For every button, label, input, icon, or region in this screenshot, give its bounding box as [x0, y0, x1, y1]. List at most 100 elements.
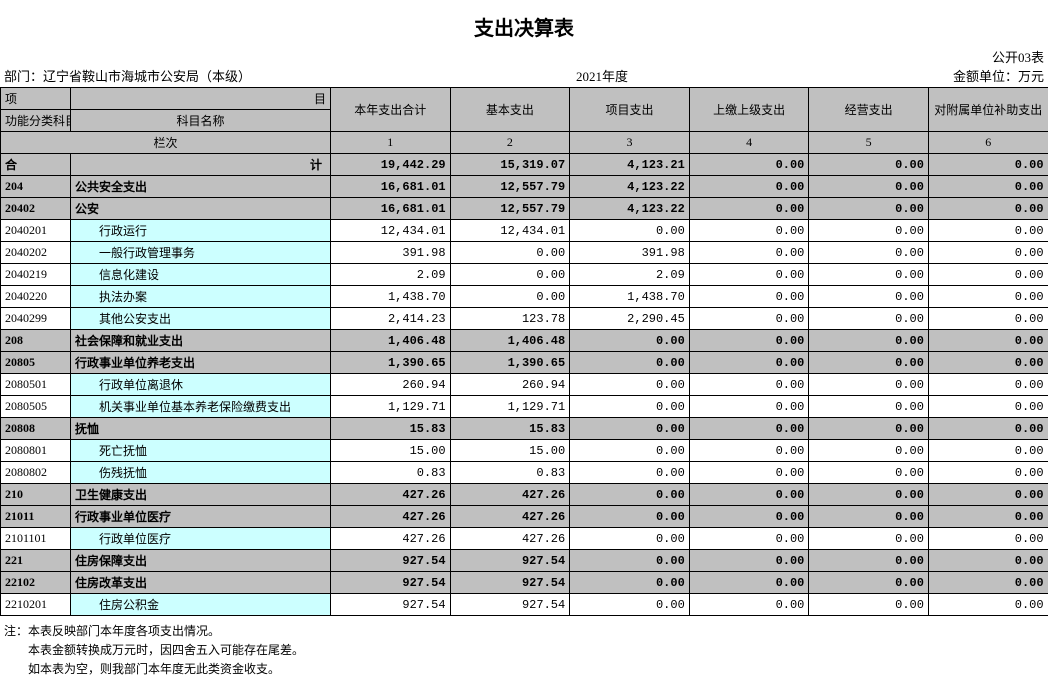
row-code: 20805: [1, 352, 71, 374]
row-value: 0.00: [689, 286, 809, 308]
row-value: 0.00: [809, 484, 929, 506]
row-value: 0.00: [809, 308, 929, 330]
dept-value: 辽宁省鞍山市海城市公安局（本级）: [43, 69, 251, 84]
row-value: 0.00: [570, 396, 690, 418]
row-value: 4,123.22: [570, 198, 690, 220]
row-value: 0.00: [809, 572, 929, 594]
row-value: 391.98: [331, 242, 451, 264]
row-value: 0.00: [689, 352, 809, 374]
row-code: 2210201: [1, 594, 71, 616]
table-row: 2080802伤残抚恤0.830.830.000.000.000.00: [1, 462, 1048, 484]
table-row: 2040299其他公安支出2,414.23123.782,290.450.000…: [1, 308, 1048, 330]
total-v3: 4,123.21: [570, 154, 690, 176]
row-value: 16,681.01: [331, 198, 451, 220]
row-code: 20402: [1, 198, 71, 220]
hdr-item-left: 项: [1, 88, 71, 110]
row-value: 0.00: [689, 506, 809, 528]
row-value: 0.00: [809, 528, 929, 550]
total-v6: 0.00: [928, 154, 1048, 176]
row-value: 0.00: [928, 550, 1048, 572]
row-value: 0.00: [570, 506, 690, 528]
row-name: 行政事业单位医疗: [71, 506, 331, 528]
row-value: 1,129.71: [450, 396, 570, 418]
row-value: 0.00: [809, 550, 929, 572]
row-value: 427.26: [450, 528, 570, 550]
unit-value: 金额单位：万元: [953, 66, 1044, 85]
row-value: 0.00: [570, 594, 690, 616]
row-value: 0.00: [928, 308, 1048, 330]
total-label-right: 计: [71, 154, 331, 176]
row-name: 住房改革支出: [71, 572, 331, 594]
row-value: 0.00: [928, 352, 1048, 374]
row-code: 2040299: [1, 308, 71, 330]
row-code: 2040201: [1, 220, 71, 242]
table-row: 2040201行政运行12,434.0112,434.010.000.000.0…: [1, 220, 1048, 242]
row-code: 20808: [1, 418, 71, 440]
row-value: 0.00: [928, 396, 1048, 418]
hdr-colnum-6: 6: [928, 132, 1048, 154]
row-value: 427.26: [331, 528, 451, 550]
row-value: 0.00: [928, 528, 1048, 550]
row-value: 15.83: [450, 418, 570, 440]
row-value: 0.00: [809, 594, 929, 616]
row-value: 0.00: [928, 506, 1048, 528]
row-code: 204: [1, 176, 71, 198]
row-value: 0.83: [450, 462, 570, 484]
row-value: 0.00: [928, 220, 1048, 242]
row-value: 0.00: [689, 330, 809, 352]
row-code: 2080802: [1, 462, 71, 484]
row-name: 住房公积金: [71, 594, 331, 616]
row-code: 2040220: [1, 286, 71, 308]
table-row: 2210201住房公积金927.54927.540.000.000.000.00: [1, 594, 1048, 616]
row-value: 15.00: [450, 440, 570, 462]
row-value: 0.00: [450, 264, 570, 286]
row-value: 0.00: [809, 176, 929, 198]
row-value: 1,406.48: [450, 330, 570, 352]
row-name: 行政单位医疗: [71, 528, 331, 550]
row-value: 0.00: [689, 594, 809, 616]
row-value: 0.00: [570, 352, 690, 374]
dept-label: 部门：: [4, 69, 43, 84]
row-value: 427.26: [331, 484, 451, 506]
report-title: 支出决算表: [0, 0, 1048, 47]
table-row: 20805行政事业单位养老支出1,390.651,390.650.000.000…: [1, 352, 1048, 374]
table-row: 2040202一般行政管理事务391.980.00391.980.000.000…: [1, 242, 1048, 264]
row-value: 0.00: [928, 286, 1048, 308]
row-code: 210: [1, 484, 71, 506]
row-value: 0.00: [570, 484, 690, 506]
row-value: 0.00: [689, 374, 809, 396]
row-value: 0.00: [689, 308, 809, 330]
row-name: 住房保障支出: [71, 550, 331, 572]
total-label-left: 合: [1, 154, 71, 176]
meta-row: 部门：辽宁省鞍山市海城市公安局（本级） 2021年度 金额单位：万元: [0, 66, 1048, 87]
row-value: 0.00: [570, 220, 690, 242]
row-value: 15.00: [331, 440, 451, 462]
row-code: 21011: [1, 506, 71, 528]
row-value: 0.00: [689, 220, 809, 242]
row-value: 927.54: [331, 550, 451, 572]
row-value: 0.00: [689, 528, 809, 550]
row-name: 机关事业单位基本养老保险缴费支出: [71, 396, 331, 418]
row-value: 123.78: [450, 308, 570, 330]
table-body: 合 计 19,442.29 15,319.07 4,123.21 0.00 0.…: [1, 154, 1048, 616]
row-value: 260.94: [450, 374, 570, 396]
row-value: 0.00: [570, 550, 690, 572]
row-value: 12,434.01: [331, 220, 451, 242]
note-2: 本表金额转换成万元时，因四舍五入可能存在尾差。: [4, 641, 1044, 660]
notes: 注：本表反映部门本年度各项支出情况。 本表金额转换成万元时，因四舍五入可能存在尾…: [0, 616, 1048, 680]
row-value: 927.54: [331, 572, 451, 594]
row-code: 208: [1, 330, 71, 352]
row-name: 其他公安支出: [71, 308, 331, 330]
row-value: 0.00: [928, 462, 1048, 484]
row-value: 0.00: [570, 528, 690, 550]
row-name: 公共安全支出: [71, 176, 331, 198]
row-value: 0.00: [809, 330, 929, 352]
row-value: 1,390.65: [331, 352, 451, 374]
hdr-colnum-3: 3: [570, 132, 690, 154]
row-value: 0.00: [689, 550, 809, 572]
row-value: 0.00: [689, 264, 809, 286]
hdr-col-3: 项目支出: [570, 88, 690, 132]
row-value: 0.00: [809, 440, 929, 462]
row-name: 行政单位离退休: [71, 374, 331, 396]
hdr-col-2: 基本支出: [450, 88, 570, 132]
